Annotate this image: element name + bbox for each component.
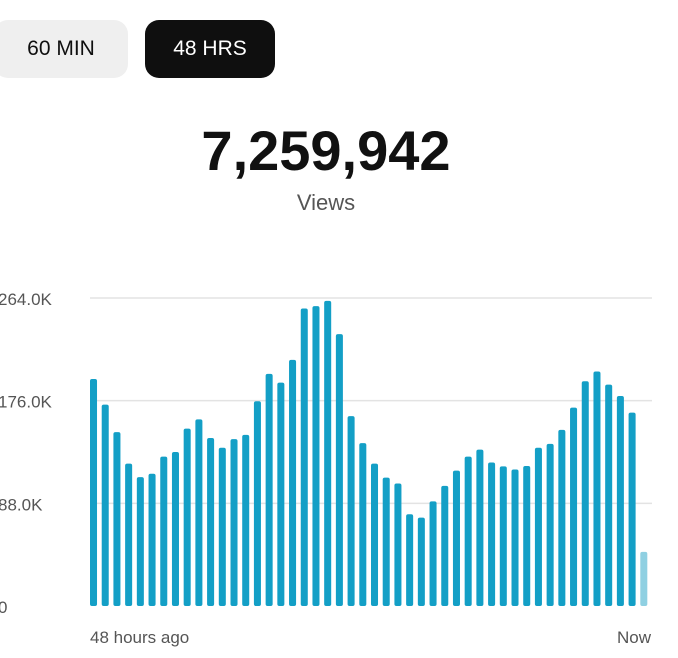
bar [593,371,601,606]
bar [347,416,355,606]
y-tick-label: 88.0K [0,495,43,514]
bar [171,452,179,606]
bar [581,381,589,606]
bar [312,306,320,606]
bar [113,432,121,606]
bar [499,466,507,606]
bar [253,401,261,606]
bar [101,404,109,606]
tab-60-min[interactable]: 60 MIN [0,20,128,78]
bar [335,334,343,606]
bar [125,463,133,606]
bar [406,514,414,606]
x-label-start: 48 hours ago [90,628,189,647]
bar [605,384,613,606]
bar [183,428,191,606]
bar [207,438,215,606]
bar [417,517,425,606]
bar [570,407,578,606]
bar [148,473,156,606]
bar [558,429,566,606]
bar [464,456,472,606]
bar [429,501,437,606]
bar [289,359,297,606]
bar [628,412,636,606]
bar [616,396,624,606]
x-label-end: Now [617,628,652,647]
bar [160,456,168,606]
bar [394,483,402,606]
bar [265,373,273,606]
bar [476,449,484,606]
total-views: 7,259,942 [201,119,451,182]
bar [452,470,460,606]
y-tick-label: 0 [0,598,7,617]
bar [546,443,554,606]
bar [218,447,226,606]
bar [230,439,238,606]
bar [136,477,144,606]
bar [277,382,285,606]
bar [441,485,449,606]
bar [324,300,332,606]
bar [195,419,203,606]
bar [371,463,379,606]
bar [359,443,367,606]
y-tick-label: 176.0K [0,393,53,412]
metric-label: Views [296,190,356,215]
bar [300,308,308,606]
bar [640,551,648,606]
bar [534,447,542,606]
bar [523,466,531,606]
bar [90,378,98,606]
bar [511,469,519,606]
y-tick-label: 264.0K [0,290,53,309]
bar [242,434,250,606]
bar [488,462,496,606]
tab-48-hrs[interactable]: 48 HRS [145,20,275,78]
bar [382,477,390,606]
